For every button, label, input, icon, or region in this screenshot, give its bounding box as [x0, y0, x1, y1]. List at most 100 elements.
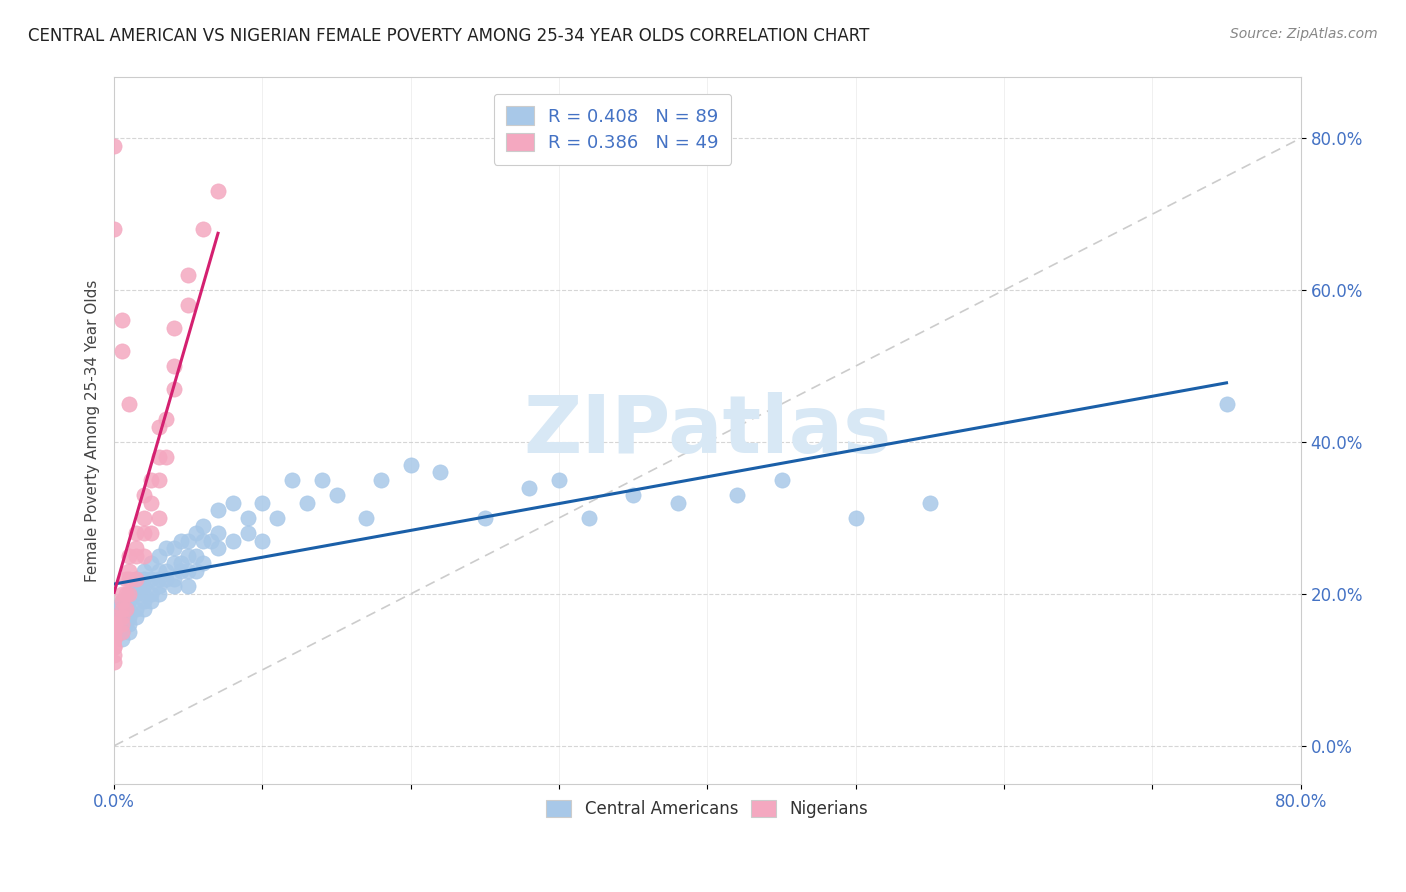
Point: [110, 617, 132, 632]
Point: [148, 587, 170, 601]
Point: [118, 397, 141, 411]
Point: [148, 572, 170, 586]
Point: [103, 138, 125, 153]
Point: [118, 549, 141, 563]
Point: [103, 648, 125, 662]
Point: [110, 594, 132, 608]
Point: [207, 526, 229, 541]
Point: [1215, 397, 1237, 411]
Point: [125, 572, 148, 586]
Point: [103, 617, 125, 632]
Point: [236, 526, 259, 541]
Point: [177, 549, 200, 563]
Point: [125, 602, 148, 616]
Point: [103, 624, 125, 639]
Point: [103, 640, 125, 654]
Point: [177, 268, 200, 282]
Point: [110, 594, 132, 608]
Point: [155, 572, 177, 586]
Point: [325, 488, 347, 502]
Point: [132, 594, 155, 608]
Point: [103, 655, 125, 669]
Point: [110, 624, 132, 639]
Point: [184, 549, 207, 563]
Point: [110, 624, 132, 639]
Point: [184, 564, 207, 578]
Point: [148, 450, 170, 465]
Point: [311, 473, 333, 487]
Point: [125, 541, 148, 556]
Point: [110, 343, 132, 358]
Point: [519, 481, 541, 495]
Point: [170, 557, 193, 571]
Point: [148, 579, 170, 593]
Point: [222, 533, 245, 548]
Point: [162, 557, 184, 571]
Point: [770, 473, 793, 487]
Point: [115, 602, 138, 616]
Point: [103, 624, 125, 639]
Point: [148, 549, 170, 563]
Point: [118, 609, 141, 624]
Point: [162, 579, 184, 593]
Point: [148, 419, 170, 434]
Point: [252, 533, 274, 548]
Point: [141, 594, 163, 608]
Point: [399, 458, 422, 472]
Point: [115, 572, 138, 586]
Point: [103, 640, 125, 654]
Point: [295, 496, 318, 510]
Point: [725, 488, 748, 502]
Point: [141, 496, 163, 510]
Point: [125, 587, 148, 601]
Point: [200, 533, 222, 548]
Point: [132, 511, 155, 525]
Point: [110, 617, 132, 632]
Point: [162, 321, 184, 335]
Point: [118, 624, 141, 639]
Point: [103, 609, 125, 624]
Point: [429, 466, 451, 480]
Point: [110, 609, 132, 624]
Point: [578, 511, 600, 525]
Point: [132, 579, 155, 593]
Point: [103, 632, 125, 647]
Point: [118, 587, 141, 601]
Point: [125, 579, 148, 593]
Point: [148, 473, 170, 487]
Point: [132, 602, 155, 616]
Point: [118, 587, 141, 601]
Point: [103, 617, 125, 632]
Point: [356, 511, 378, 525]
Point: [110, 609, 132, 624]
Point: [103, 609, 125, 624]
Text: CENTRAL AMERICAN VS NIGERIAN FEMALE POVERTY AMONG 25-34 YEAR OLDS CORRELATION CH: CENTRAL AMERICAN VS NIGERIAN FEMALE POVE…: [28, 27, 869, 45]
Legend: Central Americans, Nigerians: Central Americans, Nigerians: [540, 793, 875, 825]
Y-axis label: Female Poverty Among 25-34 Year Olds: Female Poverty Among 25-34 Year Olds: [86, 279, 100, 582]
Point: [193, 533, 215, 548]
Point: [125, 609, 148, 624]
Point: [621, 488, 644, 502]
Point: [141, 572, 163, 586]
Point: [103, 617, 125, 632]
Point: [155, 541, 177, 556]
Point: [170, 564, 193, 578]
Point: [103, 602, 125, 616]
Point: [155, 412, 177, 426]
Point: [666, 496, 689, 510]
Point: [110, 602, 132, 616]
Point: [103, 632, 125, 647]
Point: [193, 222, 215, 236]
Point: [118, 602, 141, 616]
Point: [118, 617, 141, 632]
Point: [918, 496, 941, 510]
Point: [155, 564, 177, 578]
Point: [370, 473, 392, 487]
Point: [103, 222, 125, 236]
Point: [281, 473, 304, 487]
Point: [184, 526, 207, 541]
Point: [103, 617, 125, 632]
Point: [132, 572, 155, 586]
Point: [177, 533, 200, 548]
Point: [162, 541, 184, 556]
